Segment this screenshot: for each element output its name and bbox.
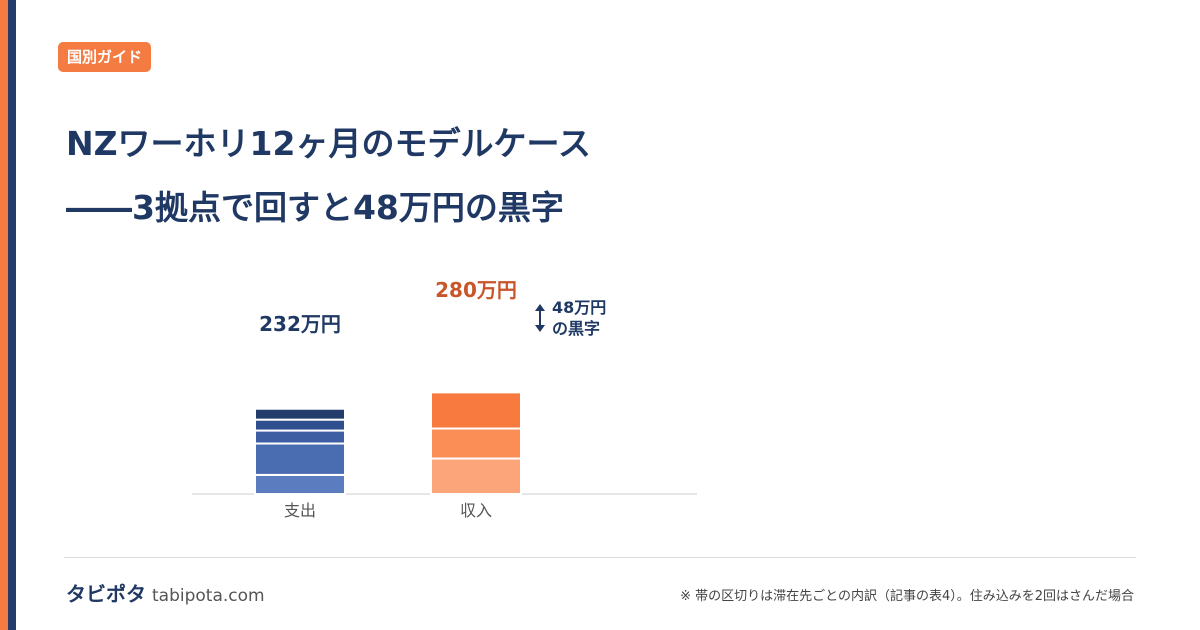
category-label-expense: 支出	[284, 501, 316, 520]
bar-segment-expense-2	[254, 442, 346, 476]
footer-divider	[64, 557, 1136, 558]
bar-segment-expense-1	[254, 473, 346, 495]
bar-segment-income-2	[430, 427, 522, 460]
page-title-line-1: NZワーホリ12ヶ月のモデルケース	[66, 124, 591, 163]
bar-segment-expense-3	[254, 429, 346, 445]
accent-stripe-orange	[0, 0, 8, 630]
category-label-income: 収入	[460, 501, 492, 520]
brand-logo[interactable]: タビポタ	[66, 582, 146, 606]
bar-segment-income-1	[430, 457, 522, 495]
accent-stripe-navy	[8, 0, 16, 630]
surplus-annotation-line-2: の黒字	[552, 319, 600, 338]
category-badge[interactable]: 国別ガイド	[58, 42, 152, 72]
double-arrow-icon	[535, 304, 545, 332]
bar-segment-income-3	[430, 391, 522, 430]
bar-total-label-income: 280万円	[435, 278, 517, 302]
bar-segment-expense-4	[254, 418, 346, 432]
bar-total-label-expense: 232万円	[259, 312, 341, 336]
footnote: ※ 帯の区切りは滞在先ごとの内訳（記事の表4）。住み込みを2回はさんだ場合	[680, 589, 1134, 604]
site-domain[interactable]: tabipota.com	[152, 586, 265, 606]
surplus-annotation-line-1: 48万円	[552, 298, 606, 317]
bar-segment-expense-5	[254, 407, 346, 421]
page-title-line-2: ――3拠点で回すと48万円の黒字	[66, 188, 564, 227]
